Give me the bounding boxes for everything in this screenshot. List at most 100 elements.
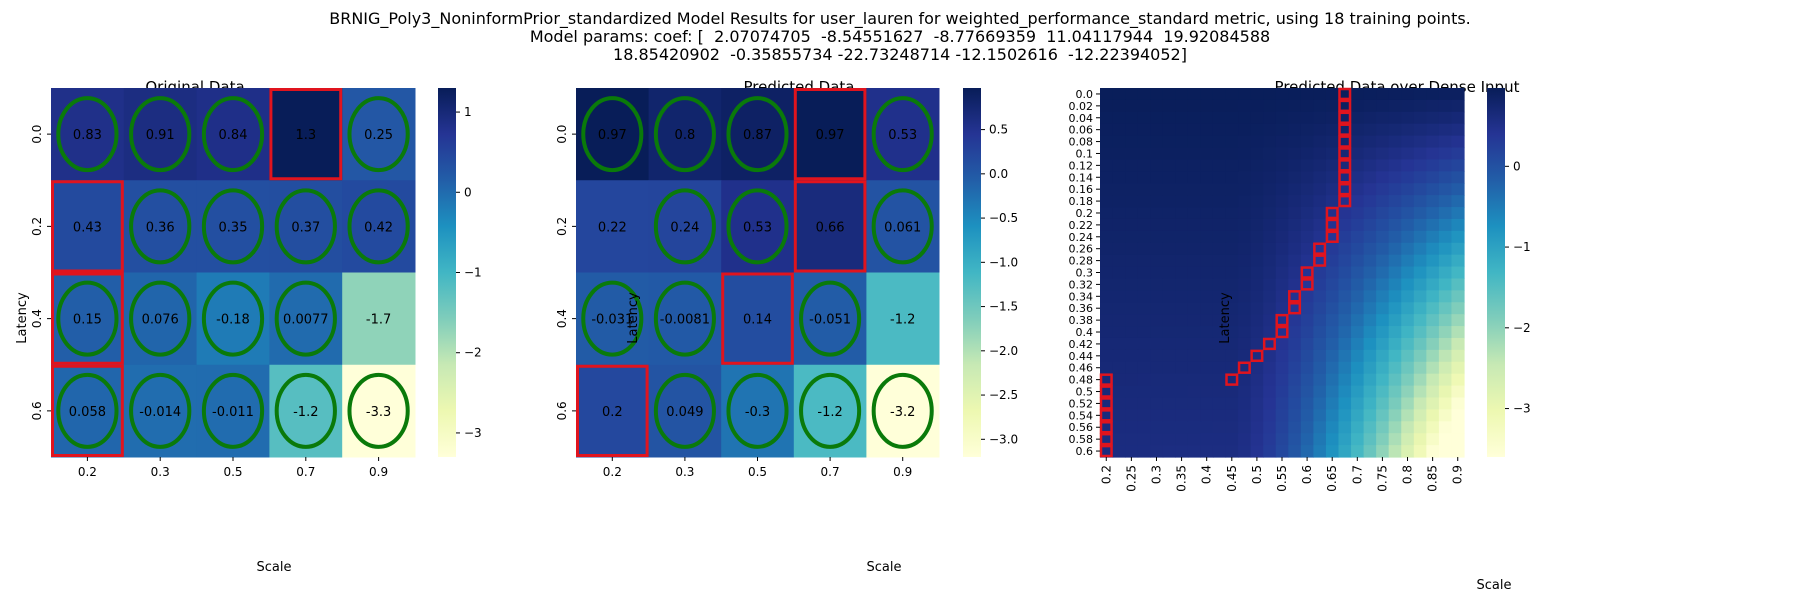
heatmap-cell xyxy=(1238,397,1252,410)
heatmap-cell xyxy=(1313,445,1327,458)
heatmap-cell xyxy=(1212,302,1227,315)
heatmap-cell xyxy=(1238,373,1252,387)
heatmap-cell xyxy=(1125,159,1139,172)
heatmap-cell xyxy=(1313,278,1327,291)
heatmap-cell xyxy=(1238,159,1252,172)
heatmap-cell xyxy=(1200,266,1214,280)
heatmap-cell xyxy=(1112,290,1126,303)
cell-value-label: 0.061 xyxy=(884,220,921,235)
x-tick-label: 0.85 xyxy=(1426,465,1440,492)
heatmap-cell xyxy=(1137,326,1151,339)
heatmap-cell xyxy=(1300,171,1314,184)
y-tick-label: 0.1 xyxy=(1076,147,1094,160)
heatmap-cell xyxy=(1388,433,1402,446)
heatmap-cell xyxy=(342,180,416,273)
heatmap-cell xyxy=(1100,373,1114,387)
heatmap-cell xyxy=(1212,373,1227,387)
circle-marker xyxy=(201,280,265,357)
heatmap-cell xyxy=(1238,266,1252,280)
circle-marker xyxy=(653,372,716,449)
y-axis-label: Latency xyxy=(15,292,30,344)
heatmap-cell xyxy=(1100,171,1114,184)
heatmap-cell xyxy=(1125,99,1139,113)
heatmap-cell xyxy=(1150,195,1164,208)
heatmap-cell xyxy=(1175,159,1189,172)
heatmap-cell xyxy=(1263,385,1277,399)
heatmap-cell xyxy=(1288,266,1302,280)
heatmap-cell xyxy=(1100,385,1114,399)
heatmap-cell xyxy=(1338,183,1352,196)
heatmap-cell xyxy=(1325,326,1340,339)
heatmap-cell xyxy=(1112,266,1126,280)
heatmap-cell xyxy=(1250,409,1264,422)
heatmap-cell xyxy=(1451,421,1465,434)
heatmap-cell xyxy=(1401,421,1415,434)
heatmap-cell xyxy=(1426,373,1440,387)
heatmap-cell xyxy=(1187,242,1202,256)
heatmap-cell xyxy=(1351,159,1365,172)
heatmap-cell xyxy=(1351,302,1365,315)
heatmap-cell xyxy=(1275,88,1289,101)
heatmap-cell xyxy=(1250,195,1264,208)
cell-value-label: 0.049 xyxy=(666,405,703,420)
heatmap-cell xyxy=(1212,337,1227,351)
heatmap-cell xyxy=(1125,445,1139,458)
heatmap-cell xyxy=(1338,302,1352,315)
heatmap-cell xyxy=(1300,433,1314,446)
heatmap-cell xyxy=(1275,266,1289,280)
heatmap-cell xyxy=(1137,445,1151,458)
heatmap-cell xyxy=(1313,195,1327,208)
heatmap-cell xyxy=(1426,302,1440,315)
heatmap-cell xyxy=(1212,349,1227,363)
heatmap-cell xyxy=(1125,397,1139,410)
heatmap-cell xyxy=(1376,266,1390,280)
heatmap-cell xyxy=(1413,385,1427,399)
heatmap-cell xyxy=(1275,254,1289,268)
heatmap-cell xyxy=(1150,254,1164,268)
heatmap-cell xyxy=(1263,373,1277,387)
heatmap-cell xyxy=(1238,409,1252,422)
heatmap-cell xyxy=(1100,445,1114,458)
heatmap-cell xyxy=(866,364,940,458)
heatmap-cell xyxy=(1212,254,1227,268)
heatmap-cell xyxy=(1162,278,1176,291)
heatmap-cell xyxy=(1413,147,1427,161)
heatmap-cell xyxy=(1388,230,1402,244)
heatmap-cell xyxy=(1162,218,1176,232)
figure-title-line: 18.85420902 -0.35855734 -22.73248714 -12… xyxy=(613,45,1187,64)
heatmap-cell xyxy=(1351,183,1365,196)
heatmap-cell xyxy=(1388,147,1402,161)
box-marker xyxy=(1338,159,1352,172)
heatmap-cell xyxy=(1112,445,1126,458)
x-tick-label: 0.7 xyxy=(296,465,315,479)
heatmap-cell xyxy=(1187,433,1202,446)
heatmap-cell xyxy=(1401,207,1415,220)
heatmap-cell xyxy=(1200,337,1214,351)
heatmap-cell xyxy=(269,364,343,458)
heatmap-cell xyxy=(1100,290,1114,303)
heatmap-cell xyxy=(1175,397,1189,410)
heatmap-cell xyxy=(1351,314,1365,327)
cell-value-label: 0.14 xyxy=(743,313,772,328)
heatmap-cell xyxy=(1250,230,1264,244)
heatmap-cell xyxy=(1413,397,1427,410)
heatmap-cell xyxy=(1162,385,1176,399)
box-marker xyxy=(1099,444,1113,458)
heatmap-cell xyxy=(1426,409,1440,422)
heatmap-cell xyxy=(1351,171,1365,184)
heatmap-cell xyxy=(1288,349,1302,363)
heatmap-cell xyxy=(1225,218,1239,232)
heatmap-cell xyxy=(1212,147,1227,161)
heatmap-cell xyxy=(1275,409,1289,422)
heatmap-cell xyxy=(1438,445,1453,458)
heatmap-cell xyxy=(1401,123,1415,137)
heatmap-cell xyxy=(1175,302,1189,315)
heatmap-cell xyxy=(1363,254,1377,268)
heatmap-cell xyxy=(1426,147,1440,161)
heatmap-cell xyxy=(1112,230,1126,244)
heatmap-cell xyxy=(1351,385,1365,399)
heatmap-cell xyxy=(1401,278,1415,291)
box-marker xyxy=(1338,87,1352,101)
heatmap-cell xyxy=(1112,421,1126,434)
heatmap-cell xyxy=(1288,99,1302,113)
